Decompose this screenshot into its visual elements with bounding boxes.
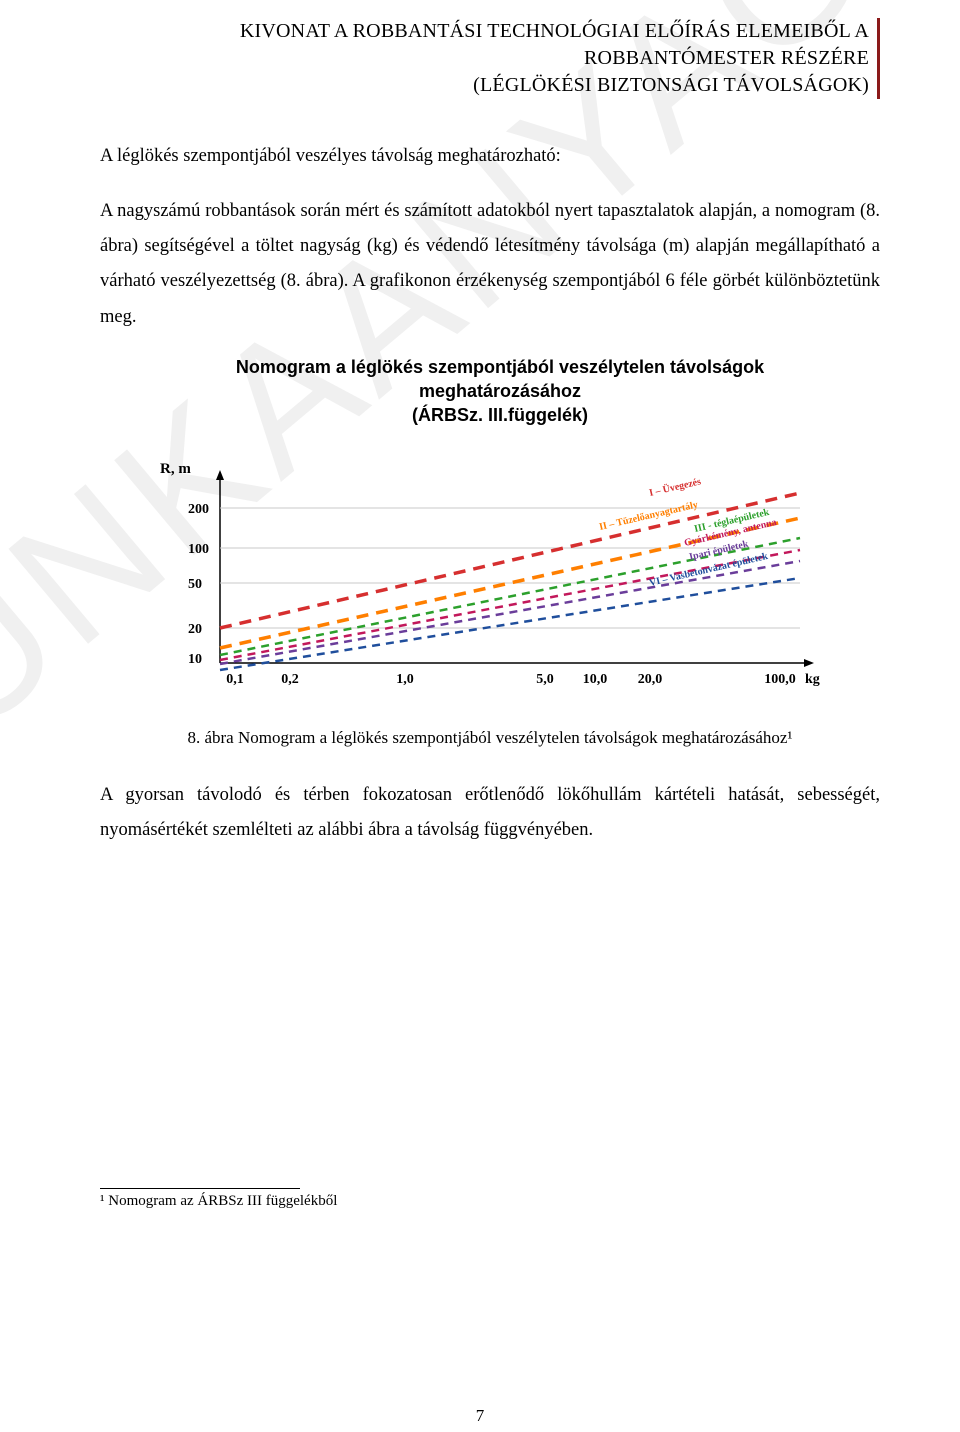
- header-line-3: (LÉGLÖKÉSI BIZTONSÁGI TÁVOLSÁGOK): [100, 72, 869, 99]
- svg-text:R, m: R, m: [160, 461, 191, 477]
- svg-text:0,2: 0,2: [281, 672, 299, 687]
- figure-caption: 8. ábra Nomogram a léglökés szempontjábó…: [100, 728, 880, 748]
- svg-text:5,0: 5,0: [536, 672, 554, 687]
- paragraph-3: A gyorsan távolodó és térben fokozatosan…: [100, 778, 880, 848]
- nomogram-svg: R, m 200 100 50 20 10 0,1 0,2 1,0 5,0 10,0 20,0 100,…: [150, 458, 850, 708]
- chart-title-line-3: (ÁRBSz. III.függelék): [412, 405, 588, 425]
- svg-text:1,0: 1,0: [396, 672, 414, 687]
- svg-text:200: 200: [188, 502, 209, 517]
- svg-text:0,1: 0,1: [226, 672, 244, 687]
- chart-title-line-1: Nomogram a léglökés szempontjából veszél…: [236, 357, 764, 377]
- svg-text:20: 20: [188, 622, 202, 637]
- svg-text:I – Üvegezés: I – Üvegezés: [648, 474, 702, 499]
- header-line-2: ROBBANTÓMESTER RÉSZÉRE: [100, 45, 869, 72]
- paragraph-1: A léglökés szempontjából veszélyes távol…: [100, 139, 880, 174]
- nomogram-chart: Nomogram a léglökés szempontjából veszél…: [150, 355, 880, 708]
- svg-text:100: 100: [188, 542, 209, 557]
- svg-text:kg: kg: [805, 672, 820, 687]
- paragraph-2: A nagyszámú robbantások során mért és sz…: [100, 194, 880, 335]
- page-header: KIVONAT A ROBBANTÁSI TECHNOLÓGIAI ELŐÍRÁ…: [100, 18, 880, 99]
- chart-title-line-2: meghatározásához: [419, 381, 581, 401]
- footnote: ¹ Nomogram az ÁRBSz III függelékből: [100, 1193, 880, 1210]
- footnote-rule: [100, 1188, 300, 1189]
- svg-text:10: 10: [188, 652, 202, 667]
- svg-text:20,0: 20,0: [638, 672, 663, 687]
- svg-text:50: 50: [188, 577, 202, 592]
- header-line-1: KIVONAT A ROBBANTÁSI TECHNOLÓGIAI ELŐÍRÁ…: [100, 18, 869, 45]
- page-number: 7: [0, 1406, 960, 1426]
- svg-text:100,0: 100,0: [764, 672, 796, 687]
- svg-text:10,0: 10,0: [583, 672, 608, 687]
